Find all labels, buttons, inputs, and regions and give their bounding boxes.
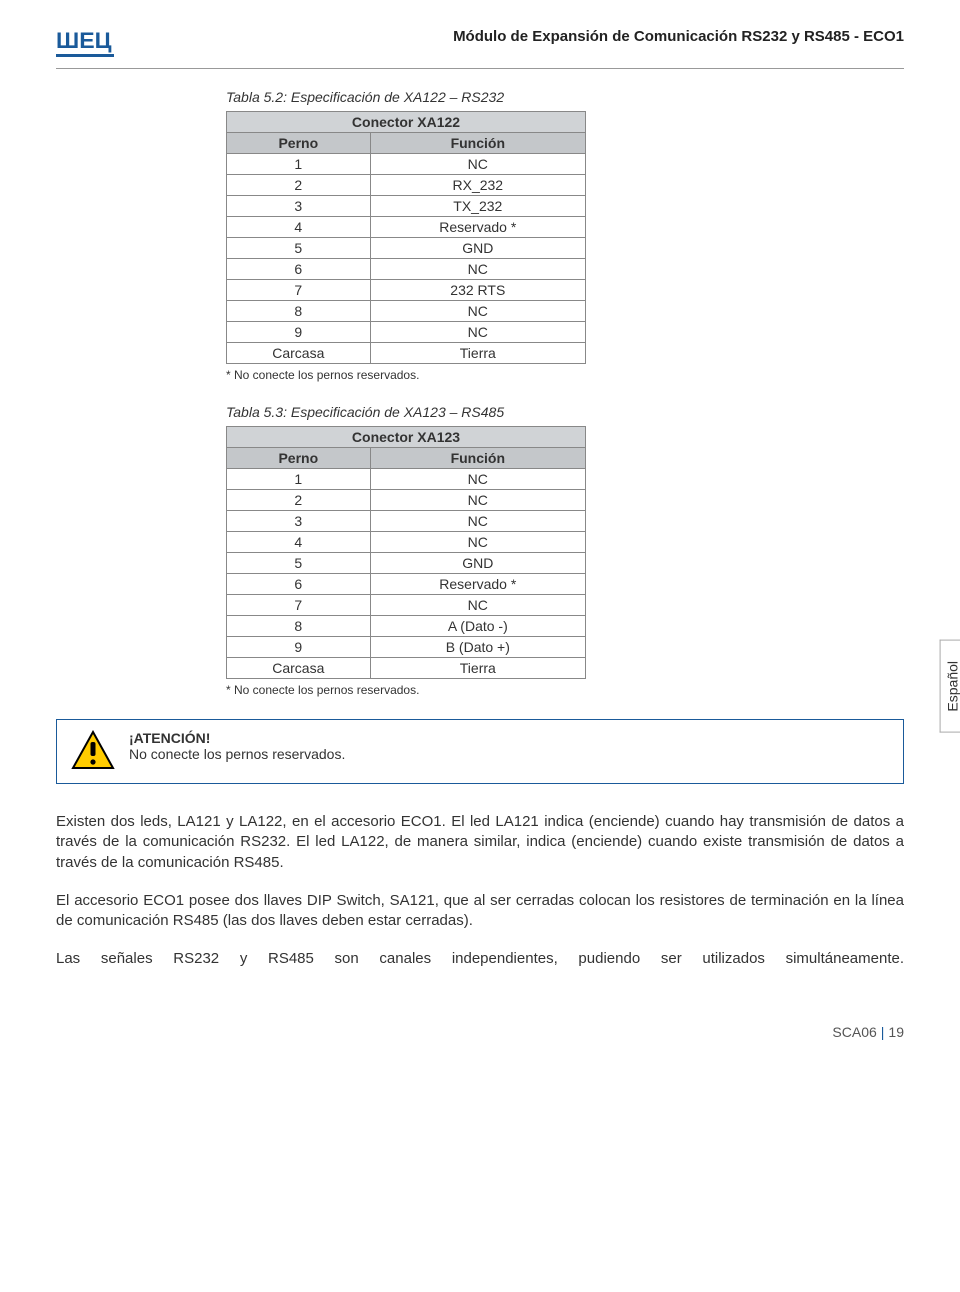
table2-caption: Tabla 5.3: Especificación de XA123 – RS4… bbox=[226, 404, 904, 420]
cell-funcion: NC bbox=[370, 595, 585, 616]
cell-funcion: NC bbox=[370, 301, 585, 322]
cell-funcion: GND bbox=[370, 553, 585, 574]
warning-title: ¡ATENCIÓN! bbox=[129, 730, 345, 746]
cell-funcion: NC bbox=[370, 490, 585, 511]
cell-perno: 6 bbox=[227, 259, 371, 280]
cell-perno: 7 bbox=[227, 595, 371, 616]
table-row: 6NC bbox=[227, 259, 586, 280]
cell-perno: 5 bbox=[227, 553, 371, 574]
cell-perno: 4 bbox=[227, 217, 371, 238]
cell-funcion: NC bbox=[370, 511, 585, 532]
warning-box: ¡ATENCIÓN! No conecte los pernos reserva… bbox=[56, 719, 904, 784]
table-row: 3TX_232 bbox=[227, 196, 586, 217]
table-xa122: Conector XA122 Perno Función 1NC2RX_2323… bbox=[226, 111, 586, 364]
table1-footnote: * No conecte los pernos reservados. bbox=[226, 368, 904, 382]
cell-perno: Carcasa bbox=[227, 658, 371, 679]
footer-page-number: 19 bbox=[888, 1024, 904, 1040]
cell-funcion: Reservado * bbox=[370, 574, 585, 595]
cell-perno: Carcasa bbox=[227, 343, 371, 364]
table2-footnote: * No conecte los pernos reservados. bbox=[226, 683, 904, 697]
cell-funcion: Reservado * bbox=[370, 217, 585, 238]
table-row: 7232 RTS bbox=[227, 280, 586, 301]
table-row: 4Reservado * bbox=[227, 217, 586, 238]
table-row: 8A (Dato -) bbox=[227, 616, 586, 637]
table-row: 7NC bbox=[227, 595, 586, 616]
table-row: CarcasaTierra bbox=[227, 658, 586, 679]
cell-perno: 9 bbox=[227, 637, 371, 658]
cell-perno: 2 bbox=[227, 490, 371, 511]
table2-title: Conector XA123 bbox=[227, 427, 586, 448]
col-funcion: Función bbox=[370, 133, 585, 154]
table-row: 5GND bbox=[227, 553, 586, 574]
cell-funcion: GND bbox=[370, 238, 585, 259]
cell-funcion: B (Dato +) bbox=[370, 637, 585, 658]
cell-perno: 5 bbox=[227, 238, 371, 259]
doc-title: Módulo de Expansión de Comunicación RS23… bbox=[453, 28, 904, 45]
table-row: 9NC bbox=[227, 322, 586, 343]
cell-funcion: Tierra bbox=[370, 658, 585, 679]
table-row: 8NC bbox=[227, 301, 586, 322]
cell-perno: 6 bbox=[227, 574, 371, 595]
cell-perno: 3 bbox=[227, 196, 371, 217]
cell-funcion: A (Dato -) bbox=[370, 616, 585, 637]
cell-funcion: NC bbox=[370, 469, 585, 490]
cell-funcion: NC bbox=[370, 259, 585, 280]
paragraph-1: Existen dos leds, LA121 y LA122, en el a… bbox=[56, 812, 904, 873]
cell-perno: 1 bbox=[227, 469, 371, 490]
cell-funcion: RX_232 bbox=[370, 175, 585, 196]
cell-perno: 4 bbox=[227, 532, 371, 553]
table-row: 2NC bbox=[227, 490, 586, 511]
table-xa123: Conector XA123 Perno Función 1NC2NC3NC4N… bbox=[226, 426, 586, 679]
cell-funcion: NC bbox=[370, 154, 585, 175]
table-row: 1NC bbox=[227, 154, 586, 175]
cell-perno: 8 bbox=[227, 616, 371, 637]
cell-perno: 9 bbox=[227, 322, 371, 343]
table-row: 2RX_232 bbox=[227, 175, 586, 196]
cell-funcion: Tierra bbox=[370, 343, 585, 364]
table-row: 5GND bbox=[227, 238, 586, 259]
table-row: CarcasaTierra bbox=[227, 343, 586, 364]
table-row: 3NC bbox=[227, 511, 586, 532]
warning-icon bbox=[71, 730, 115, 773]
table1-title: Conector XA122 bbox=[227, 112, 586, 133]
svg-text:ШЕЦ: ШЕЦ bbox=[56, 28, 112, 52]
col-funcion: Función bbox=[370, 448, 585, 469]
table-row: 6Reservado * bbox=[227, 574, 586, 595]
footer-doc-code: SCA06 bbox=[832, 1024, 876, 1040]
warning-text: ¡ATENCIÓN! No conecte los pernos reserva… bbox=[129, 730, 345, 762]
cell-funcion: NC bbox=[370, 532, 585, 553]
cell-funcion: NC bbox=[370, 322, 585, 343]
paragraph-3: Las señales RS232 y RS485 son canales in… bbox=[56, 949, 904, 969]
warning-body: No conecte los pernos reservados. bbox=[129, 746, 345, 762]
cell-perno: 1 bbox=[227, 154, 371, 175]
cell-perno: 3 bbox=[227, 511, 371, 532]
language-tab: Español bbox=[940, 640, 960, 733]
cell-perno: 8 bbox=[227, 301, 371, 322]
col-perno: Perno bbox=[227, 133, 371, 154]
table1-caption: Tabla 5.2: Especificación de XA122 – RS2… bbox=[226, 89, 904, 105]
cell-perno: 7 bbox=[227, 280, 371, 301]
cell-funcion: 232 RTS bbox=[370, 280, 585, 301]
table-row: 4NC bbox=[227, 532, 586, 553]
table-row: 9B (Dato +) bbox=[227, 637, 586, 658]
col-perno: Perno bbox=[227, 448, 371, 469]
page-header: ШЕЦ Módulo de Expansión de Comunicación … bbox=[56, 28, 904, 69]
brand-logo: ШЕЦ bbox=[56, 28, 128, 64]
cell-perno: 2 bbox=[227, 175, 371, 196]
cell-funcion: TX_232 bbox=[370, 196, 585, 217]
paragraph-2: El accesorio ECO1 posee dos llaves DIP S… bbox=[56, 891, 904, 932]
page-footer: SCA06|19 bbox=[56, 1024, 904, 1040]
table-row: 1NC bbox=[227, 469, 586, 490]
